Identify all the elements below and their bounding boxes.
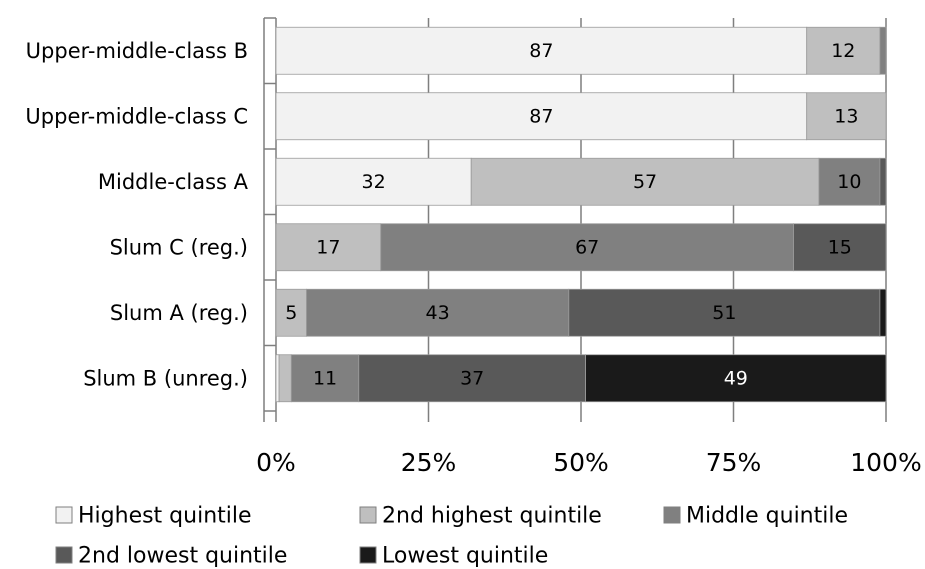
data-label: 37 [460, 367, 484, 389]
bar-segment [879, 288, 887, 337]
data-label: 87 [529, 105, 553, 127]
x-tick-label: 75% [706, 448, 762, 477]
data-label: 17 [316, 236, 340, 258]
bar-segment [793, 223, 887, 272]
legend-swatch [359, 506, 377, 524]
category-labels: Upper-middle-class B Upper-middle-class C… [25, 39, 248, 391]
data-label: 12 [831, 40, 855, 62]
data-label: 87 [529, 40, 553, 62]
category-label: Upper-middle-class B [26, 39, 248, 63]
legend-label: 2nd lowest quintile [78, 544, 287, 569]
bar-segment [818, 157, 881, 206]
legend-label: Middle quintile [686, 504, 848, 529]
bar-segment [275, 288, 307, 337]
x-tick-label: 100% [850, 448, 921, 477]
data-label: 15 [828, 236, 852, 258]
category-label: Slum C (reg.) [110, 235, 248, 259]
bar-segment [275, 92, 808, 141]
legend-swatch [359, 546, 377, 564]
category-axis [263, 17, 276, 422]
bar-segment [306, 288, 570, 337]
bar-segment [470, 157, 820, 206]
category-label: Middle-class A [98, 170, 249, 194]
bar-segment [358, 354, 586, 403]
data-label: 57 [633, 171, 657, 193]
bar-segment [275, 157, 472, 206]
category-label: Upper-middle-class C [25, 104, 248, 128]
legend-swatch [663, 506, 681, 524]
bar-segment [278, 354, 292, 403]
bar-segment [275, 26, 808, 75]
bar-segment [806, 26, 881, 75]
bars: 87 12 87 13 32 57 10 17 67 15 5 43 51 11 37 49 [275, 26, 887, 403]
data-label: 49 [724, 367, 748, 389]
bar-segment [879, 157, 887, 206]
bar-segment [568, 288, 881, 337]
bar-segment [585, 354, 887, 403]
x-tick-labels: 0% 25% 50% 75% 100% [256, 448, 922, 477]
x-tick-label: 50% [553, 448, 609, 477]
legend-label: Highest quintile [78, 504, 252, 529]
data-label: 10 [837, 171, 861, 193]
legend-swatch [55, 506, 73, 524]
legend-label: Lowest quintile [382, 544, 548, 569]
legend-swatch [55, 546, 73, 564]
bar-segment [806, 92, 887, 141]
data-label: 51 [712, 302, 736, 324]
data-label: 67 [575, 236, 599, 258]
bar-segment [879, 26, 887, 75]
data-label: 13 [834, 105, 858, 127]
data-label: 11 [313, 367, 337, 389]
data-label: 32 [362, 171, 386, 193]
bar-segment [290, 354, 360, 403]
data-label: 5 [285, 302, 297, 324]
bar-segment [380, 223, 794, 272]
x-tick-label: 0% [256, 448, 296, 477]
category-label: Slum A (reg.) [110, 301, 248, 325]
category-label: Slum B (unreg.) [83, 366, 248, 390]
bar-segment [275, 223, 382, 272]
data-label: 43 [426, 302, 450, 324]
bar-segment [275, 354, 280, 403]
legend: Highest quintile 2nd highest quintile Midd… [55, 504, 848, 569]
legend-label: 2nd highest quintile [382, 504, 602, 529]
x-tick-label: 25% [401, 448, 457, 477]
